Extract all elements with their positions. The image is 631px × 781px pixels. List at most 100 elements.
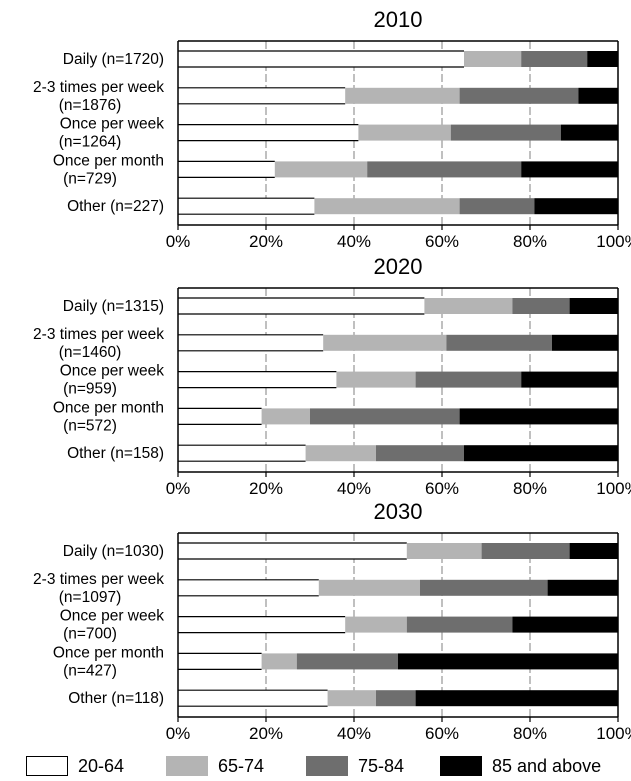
bar-segment-75-84 xyxy=(512,298,570,314)
bar-segment-65-74 xyxy=(323,334,447,351)
bar-segment-20-64 xyxy=(178,690,328,707)
category-label: 2-3 times per week (n=1876) xyxy=(33,79,164,114)
x-tick-label: 60% xyxy=(425,232,459,251)
bar-segment-85-and-above xyxy=(464,445,618,462)
category-label: Daily (n=1030) xyxy=(63,543,164,560)
bar-segment-65-74 xyxy=(314,198,460,215)
legend-label-20-64: 20-64 xyxy=(78,756,125,776)
bar-segment-75-84 xyxy=(450,124,561,141)
category-label: Other (n=118) xyxy=(68,690,164,707)
bar-segment-65-74 xyxy=(305,445,376,462)
bar-segment-20-64 xyxy=(178,579,319,596)
bar-segment-75-84 xyxy=(459,87,579,104)
x-tick-label: 100% xyxy=(596,724,631,743)
bar-segment-65-74 xyxy=(261,408,310,425)
chart-panel-2020: 2020 Daily (n=1315) 2-3 times per week (n=1… xyxy=(0,255,631,505)
x-tick-label: 100% xyxy=(596,479,631,498)
bar-segment-75-84 xyxy=(376,690,416,707)
category-label: Other (n=227) xyxy=(67,198,164,215)
category-label: Once per week (n=959) xyxy=(60,363,164,398)
bar-segment-20-64 xyxy=(178,616,346,633)
x-tick-label: 0% xyxy=(166,232,191,251)
bar-segment-75-84 xyxy=(521,51,588,67)
x-tick-label: 40% xyxy=(337,479,371,498)
bar-segment-85-and-above xyxy=(587,51,618,67)
bar-segment-20-64 xyxy=(178,198,315,215)
chart-svg: Daily (n=1315) 2-3 times per week (n=1460)… xyxy=(33,287,631,498)
bar-segment-20-64 xyxy=(178,371,337,388)
x-tick-label: 20% xyxy=(249,232,283,251)
category-label: Once per month (n=427) xyxy=(53,644,164,679)
bar-segment-20-64 xyxy=(178,87,346,104)
bar-segment-75-84 xyxy=(406,616,513,633)
legend-label-75-84: 75-84 xyxy=(358,756,405,776)
x-tick-label: 20% xyxy=(249,724,283,743)
bar-segment-65-74 xyxy=(345,87,460,104)
bar-segment-75-84 xyxy=(459,198,535,215)
legend-swatch-65-74 xyxy=(166,756,208,776)
legend-swatch-20-64 xyxy=(26,756,68,776)
chart-title: 2030 xyxy=(373,499,423,524)
bar-segment-65-74 xyxy=(464,51,522,67)
bar-segment-65-74 xyxy=(318,579,420,596)
category-label: 2-3 times per week (n=1097) xyxy=(33,571,164,606)
category-label: Daily (n=1315) xyxy=(63,298,164,315)
bar-segment-75-84 xyxy=(310,408,460,425)
category-label: Other (n=158) xyxy=(67,445,164,462)
category-label: Once per month (n=572) xyxy=(53,399,164,434)
x-tick-label: 40% xyxy=(337,232,371,251)
bar-segment-85-and-above xyxy=(521,161,618,178)
bar-segment-20-64 xyxy=(178,408,262,425)
chart-svg: Daily (n=1720) 2-3 times per week (n=1876)… xyxy=(33,40,631,251)
bar-segment-65-74 xyxy=(274,161,368,178)
bar-segment-85-and-above xyxy=(415,690,618,707)
x-tick-label: 0% xyxy=(166,479,191,498)
bar-segment-85-and-above xyxy=(552,334,618,351)
x-tick-label: 40% xyxy=(337,724,371,743)
bar-segment-75-84 xyxy=(415,371,522,388)
bar-segment-20-64 xyxy=(178,161,275,178)
bar-segment-65-74 xyxy=(345,616,407,633)
bar-segment-20-64 xyxy=(178,51,464,67)
bar-segment-85-and-above xyxy=(569,298,618,314)
bar-segment-85-and-above xyxy=(569,543,618,559)
category-label: Once per week (n=1264) xyxy=(59,116,164,151)
bar-segment-75-84 xyxy=(296,653,398,670)
bar-segment-75-84 xyxy=(481,543,570,559)
x-tick-label: 20% xyxy=(249,479,283,498)
bar-segment-85-and-above xyxy=(578,87,618,104)
category-label: Daily (n=1720) xyxy=(63,51,164,68)
bar-segment-65-74 xyxy=(406,543,482,559)
chart-panel-2010: 2010 Daily (n=1720) 2-3 times per week (n=1… xyxy=(0,8,631,258)
x-tick-label: 0% xyxy=(166,724,191,743)
bar-segment-85-and-above xyxy=(398,653,618,670)
legend: 20-64 65-74 75-84 85 and above xyxy=(0,752,631,780)
legend-swatch-75-84 xyxy=(306,756,348,776)
chart-svg: Daily (n=1030) 2-3 times per week (n=1097)… xyxy=(33,532,631,743)
x-tick-label: 80% xyxy=(513,232,547,251)
bar-segment-20-64 xyxy=(178,653,262,670)
bar-segment-85-and-above xyxy=(534,198,618,215)
bar-segment-65-74 xyxy=(424,298,513,314)
bar-segment-75-84 xyxy=(367,161,522,178)
x-tick-label: 60% xyxy=(425,479,459,498)
category-label: 2-3 times per week (n=1460) xyxy=(33,326,164,361)
legend-swatch-85-and-above xyxy=(440,756,482,776)
bar-segment-75-84 xyxy=(446,334,552,351)
chart-title: 2020 xyxy=(373,254,423,279)
bar-segment-20-64 xyxy=(178,445,306,462)
bar-segment-75-84 xyxy=(420,579,548,596)
bar-segment-65-74 xyxy=(327,690,376,707)
bar-segment-85-and-above xyxy=(547,579,618,596)
bar-segment-20-64 xyxy=(178,334,324,351)
bar-segment-20-64 xyxy=(178,543,407,559)
bar-segment-85-and-above xyxy=(560,124,618,141)
bar-segment-65-74 xyxy=(261,653,297,670)
chart-panel-2030: 2030 Daily (n=1030) 2-3 times per week (n=1… xyxy=(0,500,631,750)
bar-segment-85-and-above xyxy=(459,408,618,425)
x-tick-label: 60% xyxy=(425,724,459,743)
category-label: Once per month (n=729) xyxy=(53,152,164,187)
bar-segment-65-74 xyxy=(336,371,416,388)
legend-label-85-and-above: 85 and above xyxy=(492,756,602,776)
